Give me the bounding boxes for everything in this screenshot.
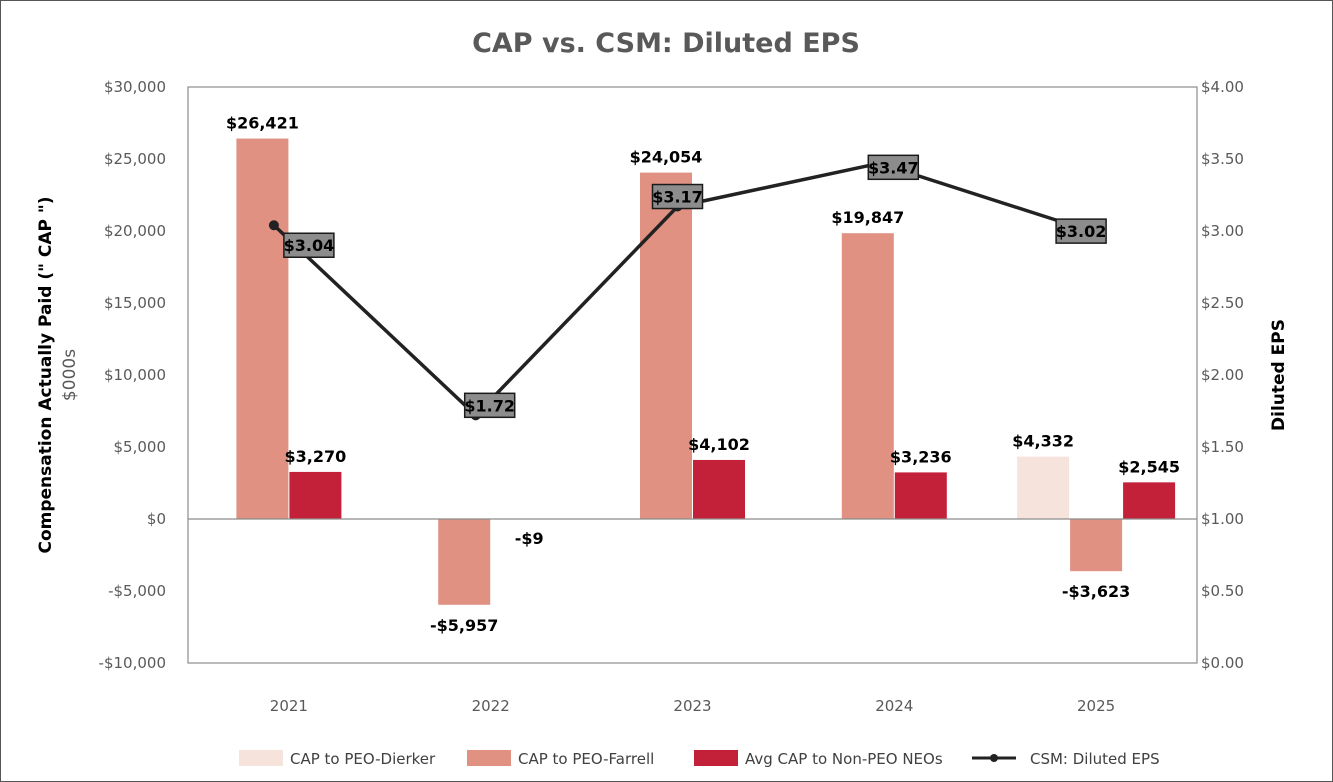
bar	[236, 138, 289, 519]
y-tick-label: $25,000	[104, 150, 166, 168]
legend-swatch	[694, 750, 738, 766]
bar	[289, 471, 342, 519]
bar-data-label: -$5,957	[430, 616, 498, 635]
y-tick-label: $15,000	[104, 294, 166, 312]
legend-label: CAP to PEO-Dierker	[290, 750, 436, 768]
bar-data-label: $3,270	[285, 447, 347, 466]
x-tick-label: 2022	[472, 697, 510, 715]
legend-swatch	[239, 750, 283, 766]
y-axis-title: Compensation Actually Paid (" CAP ")	[36, 196, 56, 553]
y2-tick-label: $4.00	[1201, 78, 1244, 96]
bar	[1123, 482, 1176, 519]
bar-series	[236, 138, 1176, 605]
legend-label: CSM: Diluted EPS	[1030, 750, 1160, 768]
x-tick-label: 2024	[875, 697, 913, 715]
eps-data-label: $3.02	[1056, 222, 1107, 241]
eps-label-box	[867, 154, 920, 181]
y2-tick-label: $1.50	[1201, 438, 1244, 456]
bar-data-label: $2,545	[1118, 457, 1180, 476]
y-axis-ticks: $30,000 $25,000 $20,000 $15,000 $10,000 $5,00…	[99, 78, 166, 672]
eps-line-series: $3.04 $1.72 $3.17 $3.47 $3.02	[268, 154, 1107, 421]
eps-label-box	[1055, 218, 1107, 244]
chart-title: CAP vs. CSM: Diluted EPS	[472, 28, 860, 59]
bar-data-label: -$3,623	[1062, 582, 1130, 601]
legend: CAP to PEO-Dierker CAP to PEO-Farrell Avg …	[239, 750, 1160, 768]
y-tick-label: $30,000	[104, 78, 166, 96]
bar	[693, 459, 745, 519]
y-tick-label: -$10,000	[99, 654, 166, 672]
y2-tick-label: $0.00	[1201, 654, 1244, 672]
legend-marker	[990, 754, 998, 762]
eps-label-box	[463, 392, 516, 419]
eps-label-box	[283, 232, 335, 258]
x-tick-label: 2025	[1077, 697, 1115, 715]
eps-marker	[268, 220, 279, 231]
bar-data-label: $3,236	[890, 447, 952, 466]
eps-data-label: $3.17	[652, 188, 703, 207]
y2-axis-title: Diluted EPS	[1269, 319, 1289, 431]
bar-data-labels: $4,332 $26,421 -$5,957 $24,054 $19,847 -$3,62…	[226, 114, 1180, 635]
eps-label-box	[651, 183, 704, 210]
bar-data-label: $4,102	[688, 435, 750, 454]
y2-tick-label: $2.50	[1201, 294, 1244, 312]
bar-data-label: $4,332	[1012, 432, 1074, 451]
y-tick-label: -$5,000	[108, 582, 166, 600]
plot-area	[187, 86, 1198, 664]
eps-data-label: $3.04	[284, 236, 335, 255]
y2-tick-label: $1.00	[1201, 510, 1244, 528]
y2-tick-label: $3.00	[1201, 222, 1244, 240]
x-tick-label: 2021	[270, 697, 308, 715]
x-axis-ticks: 2021 2022 2023 2024 2025	[270, 697, 1115, 715]
bar	[1070, 519, 1123, 572]
legend-label: CAP to PEO-Farrell	[518, 750, 654, 768]
y-axis-subtitle: $000s	[60, 349, 80, 401]
x-tick-label: 2023	[673, 697, 711, 715]
bar-data-label: -$9	[515, 529, 544, 548]
bar-data-label: $24,054	[630, 148, 703, 167]
y2-tick-label: $0.50	[1201, 582, 1244, 600]
y2-tick-label: $3.50	[1201, 150, 1244, 168]
bar	[438, 519, 491, 605]
bar	[841, 233, 894, 520]
y2-tick-label: $2.00	[1201, 366, 1244, 384]
y-tick-label: $5,000	[114, 438, 167, 456]
y2-axis-ticks: $4.00 $3.50 $3.00 $2.50 $2.00 $1.50 $1.00 $0.50…	[1201, 78, 1244, 672]
eps-data-label: $3.47	[868, 158, 919, 177]
bar-data-label: $19,847	[831, 208, 904, 227]
y-tick-label: $0	[147, 510, 166, 528]
y-tick-label: $20,000	[104, 222, 166, 240]
legend-swatch	[467, 750, 511, 766]
bar	[1017, 456, 1070, 519]
bar-data-label: $26,421	[226, 114, 299, 133]
bar	[894, 472, 947, 519]
bar	[640, 172, 692, 519]
y-tick-label: $10,000	[104, 366, 166, 384]
eps-data-label: $1.72	[464, 396, 515, 415]
legend-label: Avg CAP to Non-PEO NEOs	[745, 750, 943, 768]
